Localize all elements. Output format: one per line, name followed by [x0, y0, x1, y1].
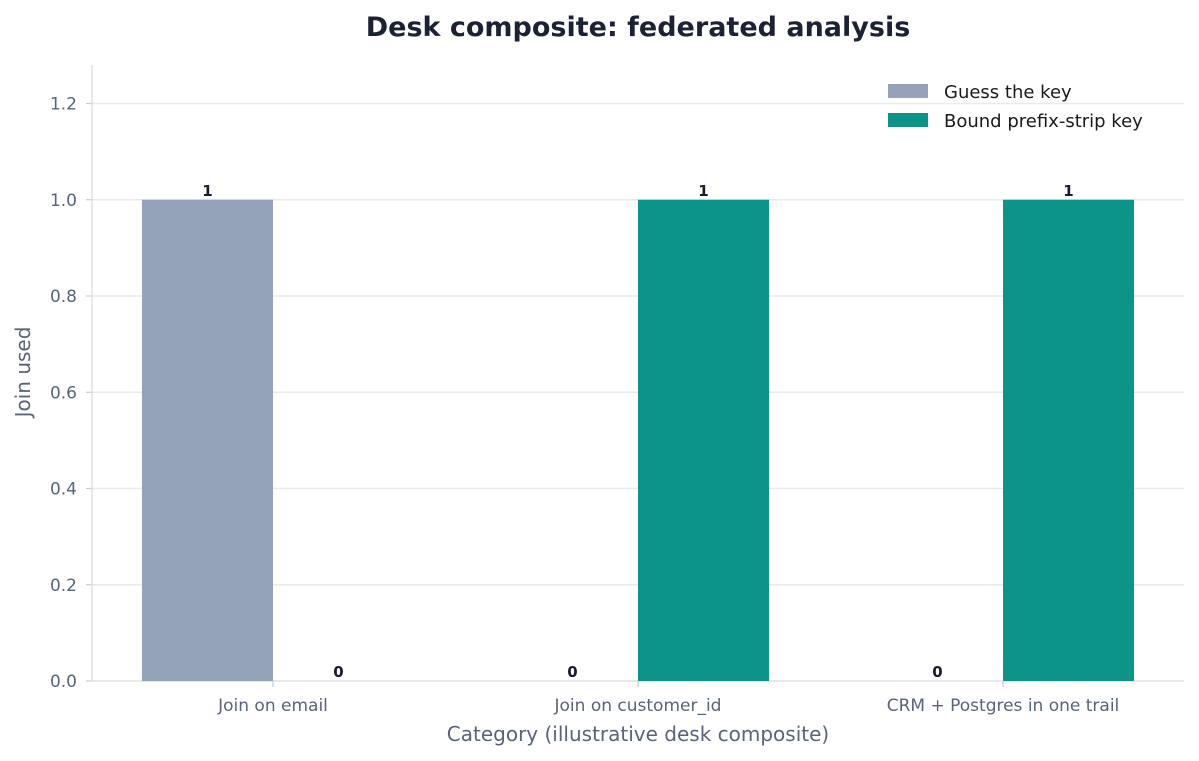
- y-tick-label: 0.2: [50, 576, 77, 596]
- x-tick-label: Join on customer_id: [554, 696, 722, 716]
- legend-swatch: [888, 113, 928, 127]
- legend-label: Bound prefix-strip key: [944, 111, 1143, 132]
- data-label: 0: [333, 663, 343, 681]
- legend: Guess the key Bound prefix-strip key: [888, 82, 1143, 132]
- data-label: 0: [932, 663, 942, 681]
- x-tick-label: CRM + Postgres in one trail: [887, 696, 1120, 716]
- legend-swatch: [888, 84, 928, 98]
- y-tick-label: 0.0: [50, 672, 77, 692]
- legend-label: Guess the key: [944, 82, 1072, 103]
- y-tick-label: 1.2: [50, 95, 77, 115]
- y-tick-label: 0.8: [50, 287, 77, 307]
- bar: [638, 199, 769, 681]
- y-tick-label: 0.6: [50, 383, 77, 403]
- bars: [142, 199, 1134, 681]
- x-axis-label: Category (illustrative desk composite): [447, 722, 829, 746]
- data-label: 1: [202, 182, 212, 200]
- chart-title: Desk composite: federated analysis: [365, 12, 911, 43]
- x-tick-label: Join on email: [217, 696, 328, 716]
- bar: [1003, 199, 1134, 681]
- y-axis-label: Join used: [11, 327, 35, 420]
- y-tick-label: 1.0: [50, 191, 77, 211]
- data-label: 1: [1063, 182, 1073, 200]
- data-labels: 1 0 0 1 0 1: [202, 182, 1073, 681]
- bar: [142, 199, 273, 681]
- tick-labels: 0.0 0.2 0.4 0.6 0.8 1.0 1.2 Join on email Join o…: [50, 95, 1119, 717]
- data-label: 0: [567, 663, 577, 681]
- y-tick-label: 0.4: [50, 480, 77, 500]
- data-label: 1: [698, 182, 708, 200]
